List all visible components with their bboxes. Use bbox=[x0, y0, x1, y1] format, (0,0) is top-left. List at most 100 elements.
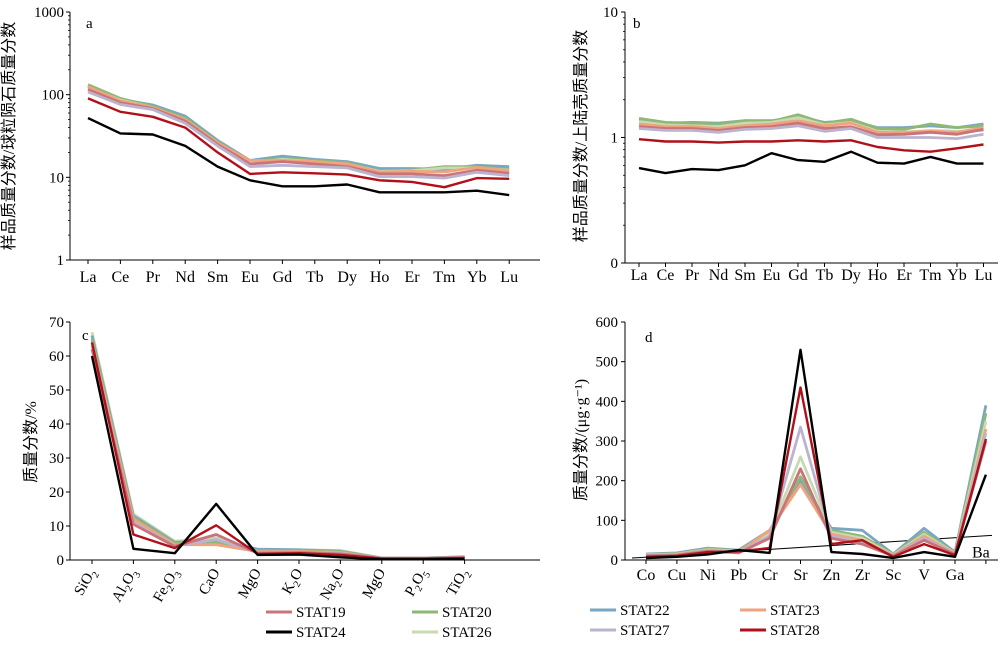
y-tick-label: 60 bbox=[49, 349, 64, 365]
legend-right: STAT22 STAT23 STAT27 STAT28 bbox=[590, 603, 820, 639]
series-line-stat20 bbox=[90, 338, 465, 560]
legend-label-stat22: STAT22 bbox=[620, 603, 670, 619]
x-tick-label: Pr bbox=[685, 267, 700, 284]
x-tick-label: Tb bbox=[816, 267, 834, 284]
x-tick-label: Eu bbox=[241, 269, 259, 286]
x-tick-label: Zn bbox=[823, 567, 841, 584]
y-tick-label: 0 bbox=[611, 553, 619, 569]
series-line-stat27 bbox=[87, 90, 510, 180]
panel-label: a bbox=[86, 16, 93, 32]
x-tick-label: TiO2 bbox=[444, 566, 475, 600]
reference-line-label: Ba bbox=[972, 544, 990, 561]
y-tick-label: 1 bbox=[57, 253, 65, 269]
x-tick-label: Na2O bbox=[317, 566, 350, 605]
x-tick-label: MgO bbox=[235, 566, 265, 602]
y-axis-label: 样品质量分数/球粒陨石质量分数 bbox=[0, 22, 18, 250]
x-tick-label: Co bbox=[637, 567, 656, 584]
y-tick-label: 10 bbox=[49, 519, 64, 535]
series-line-stat24 bbox=[638, 150, 984, 175]
series-line-stat22 bbox=[87, 84, 510, 171]
panel-label: d bbox=[645, 330, 653, 346]
x-tick-label: Ce bbox=[112, 269, 130, 286]
series-line-stat28 bbox=[87, 97, 510, 189]
x-tick-label: Ho bbox=[370, 269, 390, 286]
x-tick-label: Tb bbox=[306, 269, 324, 286]
y-tick-label: 10 bbox=[603, 5, 618, 21]
x-tick-label: Dy bbox=[337, 269, 357, 286]
panel-d-chart: 0 100 200 300 400 500 600 质量分数/(μg·g⁻¹) d Co Cu Ni P… bbox=[572, 315, 998, 584]
legend-left: STAT19 STAT20 STAT24 STAT26 bbox=[266, 605, 492, 641]
y-axis-label: 质量分数/% bbox=[22, 401, 40, 483]
series-line-stat24 bbox=[87, 117, 510, 197]
x-tick-label: Sc bbox=[885, 567, 901, 584]
x-tick-label: P2O5 bbox=[402, 566, 433, 601]
x-tick-label: Al2O3 bbox=[109, 566, 143, 607]
x-tick-label: Sr bbox=[793, 567, 808, 584]
x-tick-label: Ni bbox=[700, 567, 717, 584]
y-tick-label: 400 bbox=[596, 394, 619, 410]
y-axis-label: 样品质量分数/上陆壳质量分数 bbox=[572, 30, 590, 242]
y-tick-label: 10 bbox=[49, 170, 64, 186]
y-tick-label: 200 bbox=[596, 474, 619, 490]
legend-label-stat24: STAT24 bbox=[296, 625, 346, 641]
y-tick-label: 100 bbox=[596, 513, 619, 529]
x-tick-label: Ga bbox=[946, 567, 965, 584]
x-tick-label: Ce bbox=[657, 267, 675, 284]
legend-label-stat26: STAT26 bbox=[442, 625, 492, 641]
y-tick-label: 300 bbox=[596, 434, 619, 450]
x-tick-label: Er bbox=[404, 269, 420, 286]
panel-label: c bbox=[82, 328, 89, 344]
x-tick-label: Tm bbox=[919, 267, 942, 284]
panel-b-chart: 0 1 10 样品质量分数/上陆壳质量分数 b La Ce Pr Nd Sm Eu Gd Tb Dy Ho E… bbox=[572, 5, 998, 284]
x-tick-label: Tm bbox=[433, 269, 456, 286]
y-tick-label: 1 bbox=[611, 131, 619, 147]
legend-label-stat19: STAT19 bbox=[296, 605, 346, 621]
x-tick-label: SiO2 bbox=[71, 566, 102, 600]
panel-label: b bbox=[633, 16, 641, 32]
legend-label-stat28: STAT28 bbox=[770, 623, 820, 639]
x-tick-label: Nd bbox=[175, 269, 195, 286]
x-tick-label: Fe2O3 bbox=[150, 566, 184, 607]
x-tick-label: Yb bbox=[467, 269, 487, 286]
x-tick-label: Cr bbox=[762, 567, 779, 584]
x-tick-label: Er bbox=[896, 267, 912, 284]
y-tick-label: 50 bbox=[49, 383, 64, 399]
x-tick-label: K2O bbox=[279, 566, 309, 599]
legend-label-stat27: STAT27 bbox=[620, 623, 670, 639]
y-tick-label: 100 bbox=[42, 88, 65, 104]
series-line-stat26 bbox=[645, 420, 988, 557]
legend-label-stat20: STAT20 bbox=[442, 605, 492, 621]
series-line-stat24 bbox=[645, 348, 988, 560]
y-tick-label: 40 bbox=[49, 417, 64, 433]
series-line-stat27 bbox=[638, 124, 984, 141]
x-tick-label: Gd bbox=[273, 269, 293, 286]
x-tick-label: MgO bbox=[360, 566, 390, 602]
series-line-stat28 bbox=[638, 138, 984, 153]
y-tick-label: 0 bbox=[57, 553, 65, 569]
series-line-stat19 bbox=[638, 121, 984, 137]
x-tick-label: Nd bbox=[709, 267, 729, 284]
x-tick-label: V bbox=[918, 567, 930, 584]
x-tick-label: Ho bbox=[868, 267, 888, 284]
x-tick-label: Cu bbox=[668, 567, 687, 584]
y-tick-label: 1000 bbox=[34, 5, 64, 21]
x-tick-label: La bbox=[631, 267, 648, 284]
x-tick-label: Eu bbox=[763, 267, 781, 284]
series-line-stat22 bbox=[90, 335, 465, 560]
y-axis-label: 质量分数/(μg·g⁻¹) bbox=[572, 379, 590, 501]
x-tick-label: Yb bbox=[947, 267, 967, 284]
x-tick-label: Gd bbox=[788, 267, 808, 284]
y-tick-label: 600 bbox=[596, 315, 619, 331]
series-line-stat20 bbox=[638, 113, 984, 131]
series-line-stat24 bbox=[90, 355, 465, 561]
y-tick-label: 30 bbox=[49, 451, 64, 467]
legend-label-stat23: STAT23 bbox=[770, 603, 820, 619]
y-tick-label: 500 bbox=[596, 355, 619, 371]
y-tick-label: 0 bbox=[611, 256, 619, 272]
series-line-stat19 bbox=[87, 88, 510, 178]
x-tick-label: Sm bbox=[734, 267, 756, 284]
panel-a-chart: 1 10 100 1000 样品质量分数/球粒陨石质量分数 a La Ce Pr Nd Sm Eu Gd… bbox=[0, 5, 540, 286]
x-tick-label: Dy bbox=[841, 267, 861, 284]
